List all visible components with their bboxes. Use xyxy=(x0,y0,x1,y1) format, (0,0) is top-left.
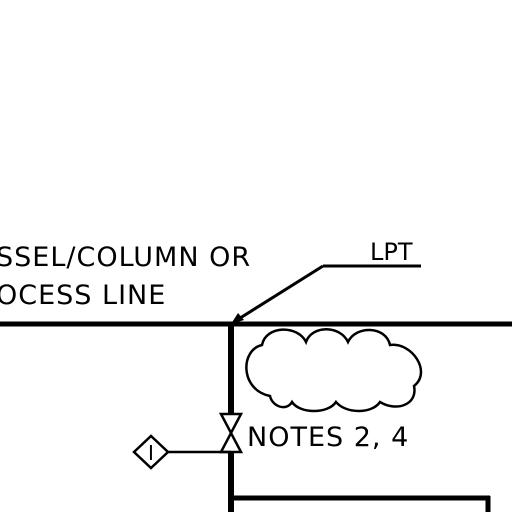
vessel-column-label: SSEL/COLUMN OR xyxy=(0,242,251,273)
lpt-label: LPT xyxy=(370,238,413,266)
lpt-leader-line xyxy=(236,264,324,322)
revision-cloud xyxy=(245,328,423,413)
valve-top-triangle xyxy=(218,412,244,436)
valve-bottom-triangle xyxy=(218,430,244,454)
process-line-label: OCESS LINE xyxy=(0,280,166,311)
leader-arrowhead xyxy=(231,313,244,324)
instrument-tag: I xyxy=(148,441,154,465)
notes-label: NOTES 2, 4 xyxy=(247,422,409,453)
